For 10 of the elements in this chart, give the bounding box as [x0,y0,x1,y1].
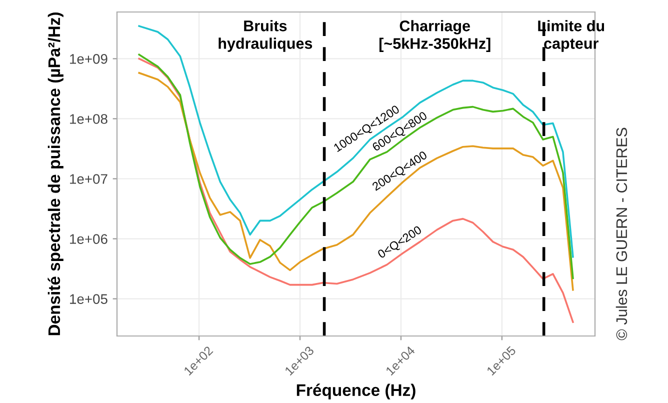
y-tick-label: 1e+08 [70,114,108,124]
y-tick-label: 1e+06 [70,234,108,244]
annotation: Bruits hydrauliques [218,20,312,52]
annotation: Charriage [~5kHz-350kHz] [379,20,490,52]
y-axis-title: Densité spectrale de puissance (µPa²/Hz) [48,12,64,336]
y-tick-label: 1e+09 [70,54,108,64]
text: © Jules LE GUERN - CITERES [616,128,628,340]
x-axis-title: Fréquence (Hz) [296,384,416,400]
y-tick-label: 1e+05 [70,294,108,304]
y-tick-label: 1e+07 [70,174,108,184]
